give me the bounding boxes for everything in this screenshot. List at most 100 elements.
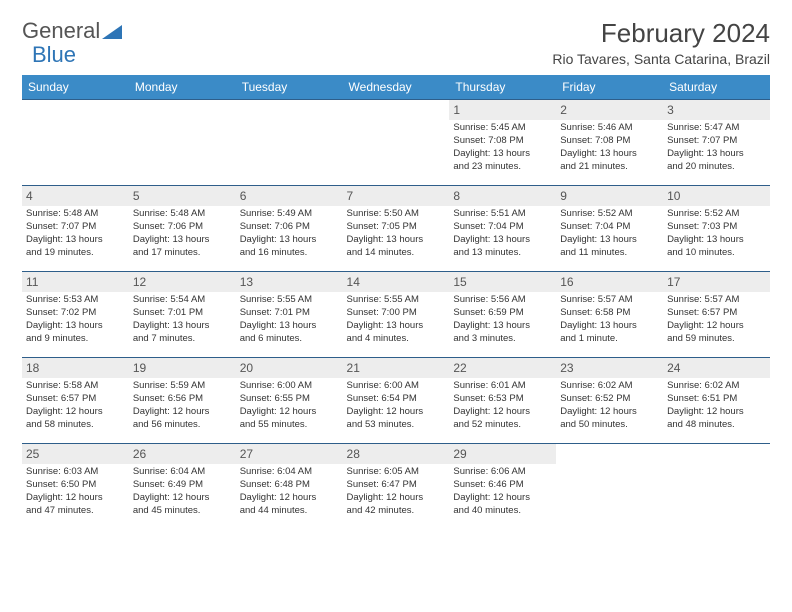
daylight-line-1: Daylight: 13 hours: [347, 320, 446, 333]
sunset-line: Sunset: 6:53 PM: [453, 393, 552, 406]
calendar-day-cell: [22, 100, 129, 186]
calendar-day-cell: 11Sunrise: 5:53 AMSunset: 7:02 PMDayligh…: [22, 272, 129, 358]
day-number: 14: [343, 272, 450, 292]
day-number: 11: [22, 272, 129, 292]
daylight-line-2: and 58 minutes.: [26, 419, 125, 432]
calendar-day-cell: 21Sunrise: 6:00 AMSunset: 6:54 PMDayligh…: [343, 358, 450, 444]
daylight-line-1: Daylight: 12 hours: [133, 406, 232, 419]
sunrise-line: Sunrise: 5:57 AM: [560, 294, 659, 307]
day-number: 17: [663, 272, 770, 292]
daylight-line-2: and 6 minutes.: [240, 333, 339, 346]
weekday-header: Sunday: [22, 75, 129, 100]
sunset-line: Sunset: 7:01 PM: [240, 307, 339, 320]
sunset-line: Sunset: 7:00 PM: [347, 307, 446, 320]
weekday-header: Saturday: [663, 75, 770, 100]
sunset-line: Sunset: 6:49 PM: [133, 479, 232, 492]
daylight-line-2: and 1 minute.: [560, 333, 659, 346]
calendar-week-row: 25Sunrise: 6:03 AMSunset: 6:50 PMDayligh…: [22, 444, 770, 530]
sunset-line: Sunset: 7:03 PM: [667, 221, 766, 234]
daylight-line-1: Daylight: 12 hours: [26, 492, 125, 505]
calendar-day-cell: 23Sunrise: 6:02 AMSunset: 6:52 PMDayligh…: [556, 358, 663, 444]
calendar-day-cell: 22Sunrise: 6:01 AMSunset: 6:53 PMDayligh…: [449, 358, 556, 444]
logo: General: [22, 18, 123, 44]
calendar-day-cell: 7Sunrise: 5:50 AMSunset: 7:05 PMDaylight…: [343, 186, 450, 272]
sunset-line: Sunset: 7:06 PM: [240, 221, 339, 234]
daylight-line-1: Daylight: 13 hours: [133, 320, 232, 333]
weekday-header-row: SundayMondayTuesdayWednesdayThursdayFrid…: [22, 75, 770, 100]
sunset-line: Sunset: 6:58 PM: [560, 307, 659, 320]
sunset-line: Sunset: 7:01 PM: [133, 307, 232, 320]
sunset-line: Sunset: 6:57 PM: [667, 307, 766, 320]
day-number: 24: [663, 358, 770, 378]
daylight-line-2: and 47 minutes.: [26, 505, 125, 518]
sunrise-line: Sunrise: 6:03 AM: [26, 466, 125, 479]
logo-triangle-icon: [102, 23, 122, 39]
calendar-day-cell: 10Sunrise: 5:52 AMSunset: 7:03 PMDayligh…: [663, 186, 770, 272]
sunrise-line: Sunrise: 5:49 AM: [240, 208, 339, 221]
day-number: 21: [343, 358, 450, 378]
sunrise-line: Sunrise: 5:58 AM: [26, 380, 125, 393]
daylight-line-2: and 7 minutes.: [133, 333, 232, 346]
day-number: 1: [449, 100, 556, 120]
calendar-day-cell: [663, 444, 770, 530]
calendar-day-cell: 14 Sunrise: 5:55 AMSunset: 7:00 PMDayligh…: [343, 272, 450, 358]
calendar-day-cell: [129, 100, 236, 186]
sunset-line: Sunset: 7:06 PM: [133, 221, 232, 234]
daylight-line-1: Daylight: 13 hours: [453, 234, 552, 247]
calendar-day-cell: 28Sunrise: 6:05 AMSunset: 6:47 PMDayligh…: [343, 444, 450, 530]
daylight-line-1: Daylight: 13 hours: [26, 234, 125, 247]
daylight-line-1: Daylight: 13 hours: [667, 234, 766, 247]
calendar-day-cell: 17Sunrise: 5:57 AMSunset: 6:57 PMDayligh…: [663, 272, 770, 358]
daylight-line-2: and 3 minutes.: [453, 333, 552, 346]
sunrise-line: Sunrise: 5:55 AM: [347, 294, 446, 307]
day-number: 16: [556, 272, 663, 292]
sunrise-line: Sunrise: 6:02 AM: [667, 380, 766, 393]
sunset-line: Sunset: 6:52 PM: [560, 393, 659, 406]
sunrise-line: Sunrise: 5:56 AM: [453, 294, 552, 307]
daylight-line-1: Daylight: 13 hours: [240, 320, 339, 333]
day-number: 28: [343, 444, 450, 464]
calendar-day-cell: 6Sunrise: 5:49 AMSunset: 7:06 PMDaylight…: [236, 186, 343, 272]
day-number: 5: [129, 186, 236, 206]
sunset-line: Sunset: 7:04 PM: [453, 221, 552, 234]
calendar-day-cell: 24Sunrise: 6:02 AMSunset: 6:51 PMDayligh…: [663, 358, 770, 444]
day-number: 29: [449, 444, 556, 464]
daylight-line-2: and 50 minutes.: [560, 419, 659, 432]
sunset-line: Sunset: 6:54 PM: [347, 393, 446, 406]
sunset-line: Sunset: 6:47 PM: [347, 479, 446, 492]
daylight-line-2: and 14 minutes.: [347, 247, 446, 260]
daylight-line-1: Daylight: 13 hours: [560, 148, 659, 161]
daylight-line-2: and 11 minutes.: [560, 247, 659, 260]
sunrise-line: Sunrise: 5:50 AM: [347, 208, 446, 221]
sunset-line: Sunset: 7:07 PM: [667, 135, 766, 148]
header: General February 2024 Rio Tavares, Santa…: [22, 18, 770, 67]
calendar-day-cell: 12Sunrise: 5:54 AMSunset: 7:01 PMDayligh…: [129, 272, 236, 358]
logo-text-b: Blue: [32, 42, 76, 68]
day-number: 9: [556, 186, 663, 206]
daylight-line-2: and 9 minutes.: [26, 333, 125, 346]
sunset-line: Sunset: 6:46 PM: [453, 479, 552, 492]
day-number: 10: [663, 186, 770, 206]
daylight-line-1: Daylight: 12 hours: [453, 406, 552, 419]
sunrise-line: Sunrise: 6:02 AM: [560, 380, 659, 393]
calendar-day-cell: 18Sunrise: 5:58 AMSunset: 6:57 PMDayligh…: [22, 358, 129, 444]
calendar-day-cell: 27Sunrise: 6:04 AMSunset: 6:48 PMDayligh…: [236, 444, 343, 530]
sunrise-line: Sunrise: 5:52 AM: [560, 208, 659, 221]
sunrise-line: Sunrise: 5:46 AM: [560, 122, 659, 135]
sunrise-line: Sunrise: 6:01 AM: [453, 380, 552, 393]
day-number: 13: [236, 272, 343, 292]
calendar-day-cell: [236, 100, 343, 186]
calendar-body: 1Sunrise: 5:45 AMSunset: 7:08 PMDaylight…: [22, 100, 770, 530]
calendar-week-row: 1Sunrise: 5:45 AMSunset: 7:08 PMDaylight…: [22, 100, 770, 186]
sunset-line: Sunset: 6:51 PM: [667, 393, 766, 406]
day-number: 3: [663, 100, 770, 120]
sunrise-line: Sunrise: 5:51 AM: [453, 208, 552, 221]
sunrise-line: Sunrise: 6:00 AM: [347, 380, 446, 393]
day-number: 27: [236, 444, 343, 464]
location: Rio Tavares, Santa Catarina, Brazil: [552, 51, 770, 67]
calendar-day-cell: 2Sunrise: 5:46 AMSunset: 7:08 PMDaylight…: [556, 100, 663, 186]
daylight-line-2: and 56 minutes.: [133, 419, 232, 432]
sunset-line: Sunset: 7:02 PM: [26, 307, 125, 320]
day-number: 8: [449, 186, 556, 206]
sunset-line: Sunset: 7:04 PM: [560, 221, 659, 234]
